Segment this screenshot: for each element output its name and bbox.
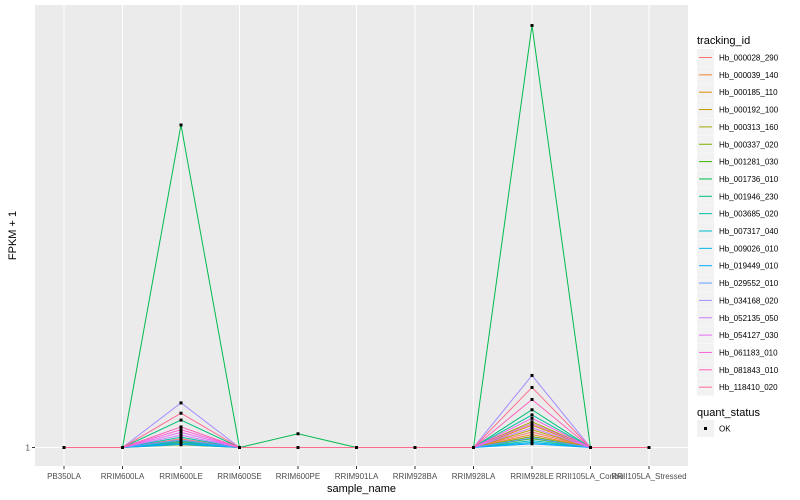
x-tick-label: RRII105LA_Control — [556, 472, 626, 481]
data-point — [647, 446, 651, 449]
grid-lines — [35, 5, 688, 466]
data-points — [62, 23, 651, 449]
data-point — [530, 423, 534, 427]
data-point — [296, 432, 300, 436]
x-tick-label: RRIM600SE — [217, 472, 261, 481]
data-point — [179, 401, 183, 405]
legend-item-label: Hb_000028_290 — [719, 54, 779, 63]
legend-item-label: Hb_009026_010 — [719, 244, 779, 253]
legend-item-label: Hb_019449_010 — [719, 262, 779, 271]
data-point — [179, 433, 183, 437]
data-point — [179, 442, 183, 446]
x-tick-label: PB350LA — [47, 472, 81, 481]
data-point — [530, 439, 534, 443]
data-point — [179, 425, 183, 429]
data-point — [530, 408, 534, 412]
x-tick-label: RRIM600LE — [159, 472, 203, 481]
x-tick-label: RRIM600PE — [276, 472, 320, 481]
data-point — [179, 428, 183, 432]
data-point — [589, 446, 592, 449]
data-point — [530, 421, 534, 425]
shape-legend: quant_status OK — [697, 407, 760, 437]
legend-item-label: Hb_029552_010 — [719, 279, 779, 288]
x-tick-label: RRIM901LA — [335, 472, 379, 481]
x-axis: PB350LA RRIM600LA RRIM600LE RRIM600SE RRIM60… — [47, 466, 687, 481]
legend-item-label: Hb_003685_020 — [719, 210, 779, 219]
data-point — [179, 418, 183, 422]
legend-item-label: Hb_061183_010 — [719, 348, 778, 357]
shape-legend-title: quant_status — [697, 407, 760, 419]
data-point — [413, 446, 417, 449]
y-axis-title: FPKM + 1 — [7, 211, 19, 260]
data-point — [238, 446, 241, 449]
data-point — [530, 426, 534, 430]
shape-legend-key — [704, 427, 707, 430]
data-point — [530, 430, 534, 434]
data-point — [179, 411, 183, 415]
data-point — [530, 432, 534, 436]
legend-item-label: Hb_000313_160 — [719, 123, 779, 132]
data-point — [530, 373, 534, 377]
shape-legend-item-label: OK — [719, 425, 731, 434]
legend-item-label: Hb_052135_050 — [719, 314, 779, 323]
legend-item-label: Hb_000039_140 — [719, 71, 779, 80]
legend-item-label: Hb_001736_010 — [719, 175, 779, 184]
plot-panel — [35, 5, 688, 466]
data-point — [62, 446, 66, 449]
data-point — [296, 446, 300, 449]
data-point — [179, 435, 183, 439]
data-point — [121, 446, 124, 449]
data-point — [179, 123, 183, 127]
x-tick-label: RRIM928LE — [510, 472, 554, 481]
legend-item-label: Hb_034168_020 — [719, 296, 779, 305]
y-tick-label: 1 — [26, 444, 31, 453]
data-point — [179, 438, 183, 442]
y-axis: 1 — [26, 444, 35, 453]
data-point — [530, 428, 534, 432]
legend-item-label: Hb_007317_040 — [719, 227, 779, 236]
legend: tracking_id Hb_000028_290 Hb_000039_140 Hb… — [697, 35, 779, 396]
data-point — [472, 446, 475, 449]
legend-item-label: Hb_081843_010 — [719, 366, 779, 375]
legend-item-label: Hb_118410_020 — [719, 383, 778, 392]
legend-item-label: Hb_001281_030 — [719, 158, 779, 167]
x-tick-label: RRIM928BA — [393, 472, 438, 481]
data-point — [179, 430, 183, 434]
x-tick-label: RRII105LA_Stressed — [611, 472, 686, 481]
x-axis-title: sample_name — [327, 483, 396, 495]
data-point — [530, 23, 534, 27]
data-point — [530, 420, 534, 424]
data-point — [530, 397, 534, 401]
data-point — [530, 385, 534, 389]
x-tick-label: RRIM928LA — [452, 472, 496, 481]
data-point — [530, 436, 534, 440]
legend-item-label: Hb_054127_030 — [719, 331, 779, 340]
legend-title: tracking_id — [697, 35, 750, 47]
x-tick-label: RRIM600LA — [101, 472, 145, 481]
legend-item-label: Hb_000337_020 — [719, 140, 779, 149]
legend-item-label: Hb_001946_230 — [719, 192, 779, 201]
data-point — [355, 446, 358, 449]
data-point — [530, 413, 534, 417]
data-point — [530, 416, 534, 420]
legend-item-label: Hb_000185_110 — [719, 88, 778, 97]
data-point — [530, 442, 534, 446]
legend-item-label: Hb_000192_100 — [719, 106, 779, 115]
